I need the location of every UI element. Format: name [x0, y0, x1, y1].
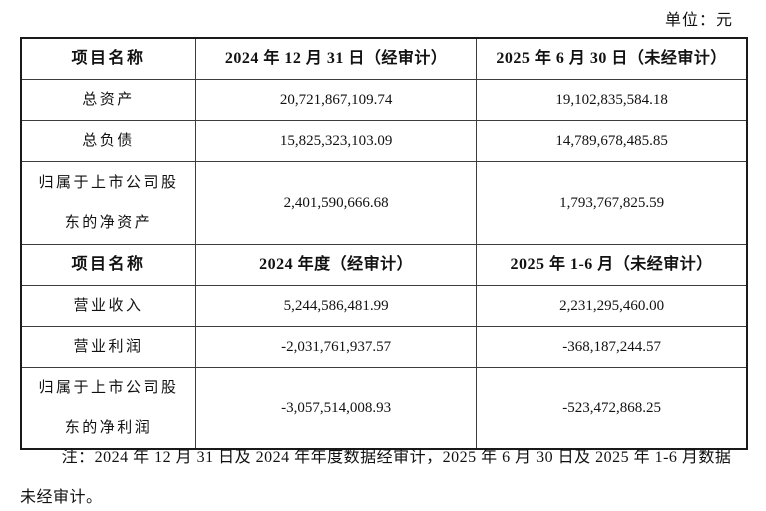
- table-row-net-profit: 归属于上市公司股东的净利润 -3,057,514,008.93 -523,472…: [20, 367, 748, 450]
- value-unaudited: -523,472,868.25: [476, 367, 748, 450]
- value-unaudited: 1,793,767,825.59: [476, 161, 748, 245]
- table-row-operating-profit: 营业利润 -2,031,761,937.57 -368,187,244.57: [20, 326, 748, 368]
- row-label: 总资产: [20, 79, 197, 121]
- value-audited: 5,244,586,481.99: [195, 285, 478, 327]
- header-item-name: 项目名称: [20, 37, 197, 80]
- table-row-total-liabilities: 总负债 15,825,323,103.09 14,789,678,485.85: [20, 120, 748, 162]
- row-label: 归属于上市公司股东的净资产: [20, 161, 197, 245]
- value-audited: -2,031,761,937.57: [195, 326, 478, 368]
- row-label: 归属于上市公司股东的净利润: [20, 367, 197, 450]
- header-period-unaudited: 2025 年 1-6 月（未经审计）: [476, 244, 748, 286]
- value-audited: 15,825,323,103.09: [195, 120, 478, 162]
- audit-note-text: 注：2024 年 12 月 31 日及 2024 年年度数据经审计，2025 年…: [20, 449, 732, 506]
- value-unaudited: -368,187,244.57: [476, 326, 748, 368]
- value-audited: 20,721,867,109.74: [195, 79, 478, 121]
- value-unaudited: 19,102,835,584.18: [476, 79, 748, 121]
- value-unaudited: 2,231,295,460.00: [476, 285, 748, 327]
- header-item-name: 项目名称: [20, 244, 197, 286]
- value-audited: -3,057,514,008.93: [195, 367, 478, 450]
- table-row-total-assets: 总资产 20,721,867,109.74 19,102,835,584.18: [20, 79, 748, 121]
- table-row-operating-revenue: 营业收入 5,244,586,481.99 2,231,295,460.00: [20, 285, 748, 327]
- table-row-net-assets: 归属于上市公司股东的净资产 2,401,590,666.68 1,793,767…: [20, 161, 748, 245]
- financial-summary-table: 项目名称 2024 年 12 月 31 日（经审计） 2025 年 6 月 30…: [20, 37, 748, 450]
- row-label: 营业利润: [20, 326, 197, 368]
- row-label: 营业收入: [20, 285, 197, 327]
- header-period-audited: 2024 年度（经审计）: [195, 244, 478, 286]
- header-date-unaudited: 2025 年 6 月 30 日（未经审计）: [476, 37, 748, 80]
- value-audited: 2,401,590,666.68: [195, 161, 478, 245]
- balance-sheet-header-row: 项目名称 2024 年 12 月 31 日（经审计） 2025 年 6 月 30…: [20, 37, 748, 80]
- row-label: 总负债: [20, 120, 197, 162]
- header-date-audited: 2024 年 12 月 31 日（经审计）: [195, 37, 478, 80]
- unit-label: 单位：元: [664, 12, 733, 29]
- income-statement-header-row: 项目名称 2024 年度（经审计） 2025 年 1-6 月（未经审计）: [20, 244, 748, 286]
- value-unaudited: 14,789,678,485.85: [476, 120, 748, 162]
